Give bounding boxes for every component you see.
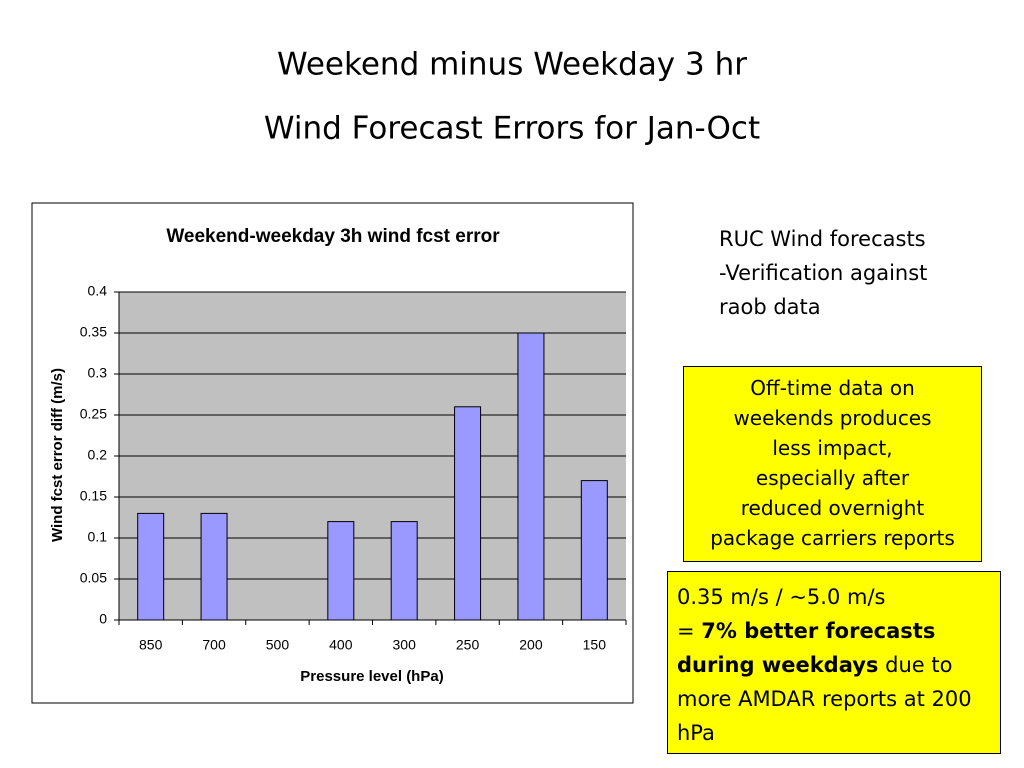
y-tick-label: 0.1 [88,529,108,545]
x-tick-label: 500 [266,637,290,653]
box-line: weekends produces [733,406,932,430]
y-tick-label: 0.05 [80,570,107,586]
x-tick-label: 400 [329,637,353,653]
y-axis-label: Wind fcst error diff (m/s) [49,368,66,542]
box-text: = 7% better forecasts during weekdays du… [677,614,1000,750]
y-tick-label: 0.15 [80,488,107,504]
note-line: -Verification against [719,261,928,285]
text: due to more AMDAR reports at 200 hPa [677,653,972,745]
y-tick-label: 0.25 [80,406,107,422]
note-line: raob data [719,295,821,319]
bar [454,406,482,621]
bar [200,512,228,621]
note-line: RUC Wind forecasts [719,227,926,251]
y-tick-label: 0.2 [88,447,108,463]
y-tick-label: 0.3 [88,365,108,381]
x-tick-label: 300 [393,637,417,653]
prefix: = [677,619,695,643]
slide-title: Wind Forecast Errors for Jan-Oct [264,111,760,147]
x-tick-label: 200 [519,637,543,653]
box-line: reduced overnight [740,496,925,520]
chart-title: Weekend-weekday 3h wind fcst error [166,226,500,247]
box-line: less impact, [772,436,893,460]
x-tick-label: 700 [202,637,226,653]
box-line: 0.35 m/s / ~5.0 m/s [677,585,886,609]
x-tick-label: 250 [456,637,480,653]
box-line: especially after [755,466,910,490]
note-box: Off-time data on weekends produces less im… [683,366,982,562]
bar [137,512,165,621]
side-note: RUC Wind forecasts -Verification against r… [719,222,927,324]
bar [580,480,608,621]
bold-text: 7% better forecasts during weekdays [677,619,936,677]
bar [390,521,418,621]
bar [327,521,355,621]
x-tick-label: 150 [583,637,607,653]
x-tick-label: 850 [139,637,163,653]
bar [517,332,545,621]
conclusion-box: 0.35 m/s / ~5.0 m/s = 7% better forecast… [667,571,1001,754]
y-tick-label: 0 [99,611,107,627]
slide-title: Weekend minus Weekday 3 hr [277,47,747,83]
y-tick-label: 0.35 [80,324,107,340]
box-line: Off-time data on [750,376,915,400]
plot-area: 0 0.05 0.1 0.15 0.2 0.25 0.3 0.35 0.4 850 700 500 40… [80,283,627,653]
y-tick-label: 0.4 [88,283,108,299]
box-line: package carriers reports [710,526,955,550]
x-axis-label: Pressure level (hPa) [300,668,443,685]
